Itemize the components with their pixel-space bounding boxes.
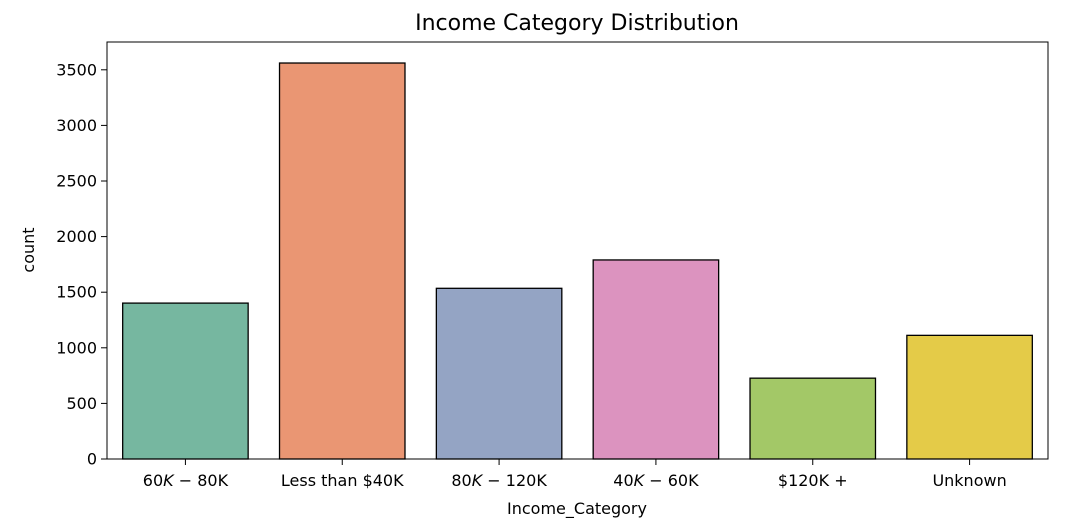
y-tick-label: 3000 (56, 116, 97, 135)
x-tick-label: 40K − 60K (613, 471, 699, 490)
bar-3 (592, 259, 720, 460)
bar-1 (278, 62, 406, 460)
y-axis-label: count (19, 227, 38, 272)
bar-2 (435, 287, 563, 460)
x-tick-label: 60K − 80K (143, 471, 229, 490)
y-tick-label: 2500 (56, 172, 97, 191)
x-axis-label: Income_Category (507, 499, 647, 519)
plot-frame (106, 41, 1049, 460)
y-axis: 0 500 1000 1500 2000 2500 3000 3500 (56, 60, 107, 469)
bar-0 (122, 302, 249, 460)
y-tick-label: 500 (66, 394, 97, 413)
y-tick-label: 0 (87, 450, 97, 469)
x-axis: 60K − 80K Less than $40K 80K − 120K 40K − 6… (143, 459, 1007, 490)
chart-title: Income Category Distribution (415, 11, 739, 36)
x-tick-label: Less than $40K (281, 471, 404, 490)
x-tick-label: $120K + (778, 471, 848, 490)
y-tick-label: 3500 (56, 60, 97, 79)
x-tick-label: 80K − 120K (451, 471, 547, 490)
y-tick-label: 1000 (56, 338, 97, 357)
bar-5 (906, 334, 1033, 460)
x-tick-label: Unknown (932, 471, 1006, 490)
y-tick-label: 2000 (56, 227, 97, 246)
y-tick-label: 1500 (56, 283, 97, 302)
bar-4 (749, 377, 877, 460)
bars-layer (122, 62, 1033, 460)
